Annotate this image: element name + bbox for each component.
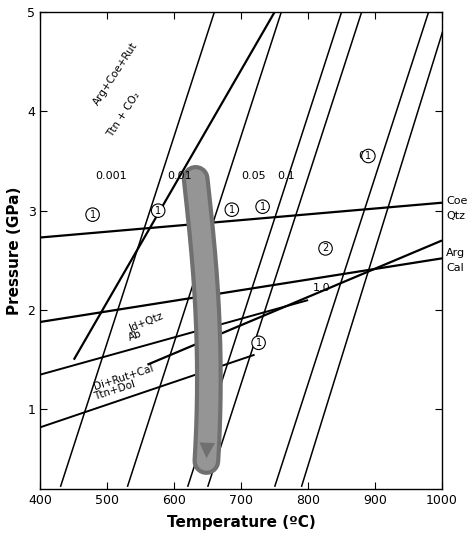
Text: Cal: Cal [446,263,464,273]
Y-axis label: Pressure (GPa): Pressure (GPa) [7,186,22,315]
Text: 0.01: 0.01 [167,171,192,181]
Text: 1: 1 [90,209,96,220]
Text: Qtz: Qtz [446,211,465,221]
Text: Ab: Ab [128,329,144,343]
Text: 2: 2 [322,243,328,253]
Text: 0.1: 0.1 [277,171,295,181]
Text: 0.5: 0.5 [358,151,376,161]
X-axis label: Temperature (ºC): Temperature (ºC) [167,515,316,530]
Text: Coe: Coe [446,195,467,206]
Text: 1: 1 [365,151,372,161]
Text: 1: 1 [260,202,265,212]
Text: Di+Rut+Cal: Di+Rut+Cal [92,363,155,392]
Text: Ttn+Dol: Ttn+Dol [92,379,137,402]
Text: Ttn + CO₂: Ttn + CO₂ [105,90,142,139]
Text: 1: 1 [255,338,262,348]
Text: 0.05: 0.05 [241,171,265,181]
Text: 1.0: 1.0 [313,283,330,293]
Text: Arg+Coe+Rut: Arg+Coe+Rut [91,40,139,107]
Text: Jd+Qtz: Jd+Qtz [128,311,164,335]
Text: Arg: Arg [446,249,465,258]
Text: 1: 1 [229,205,235,215]
Text: 1: 1 [155,206,161,216]
Text: 0.001: 0.001 [95,171,127,181]
